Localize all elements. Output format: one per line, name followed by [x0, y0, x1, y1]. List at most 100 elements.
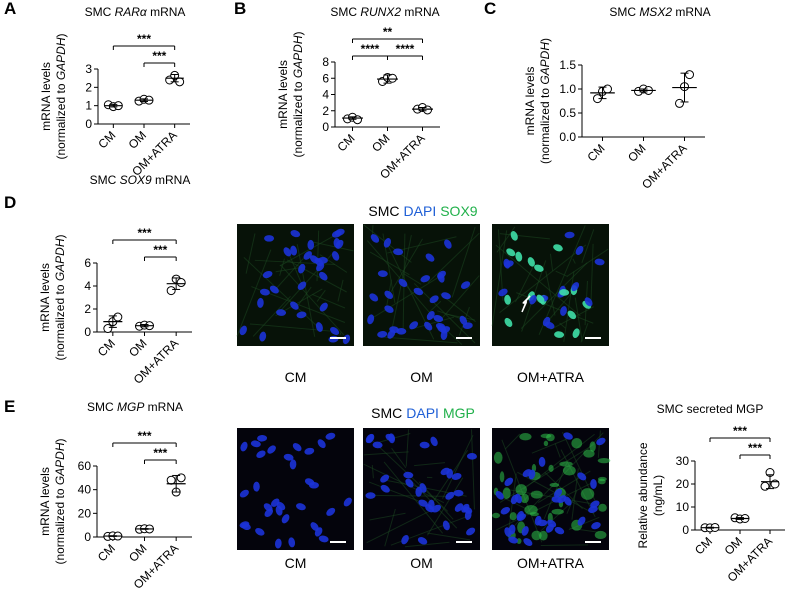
- image-title-part: SMC: [371, 405, 402, 421]
- data-point: [103, 324, 113, 334]
- nucleus: [545, 523, 554, 533]
- nucleus: [564, 231, 575, 239]
- nucleus: [310, 522, 319, 531]
- y-label: mRNA levels: [39, 62, 53, 131]
- y-label-part: (normalized to: [291, 78, 305, 157]
- nucleus: [413, 287, 424, 296]
- image-title-part: DAPI: [404, 203, 437, 219]
- y-label-part: ): [291, 31, 305, 35]
- fiber: [539, 502, 572, 532]
- nucleus: [575, 245, 584, 255]
- nucleus: [319, 271, 328, 281]
- data-point: [388, 73, 397, 83]
- x-tick-label: OM: [126, 541, 150, 565]
- chart-title: SMC RUNX2 mRNA: [330, 5, 439, 19]
- y-label-part: (normalized to: [53, 485, 67, 564]
- nucleus: [389, 326, 400, 333]
- fiber: [404, 541, 450, 548]
- nucleus: [276, 501, 286, 511]
- y-label: mRNA levels: [38, 467, 52, 536]
- stain: [571, 438, 583, 449]
- nucleus: [571, 282, 580, 292]
- significance-label: ***: [153, 446, 167, 460]
- nucleus: [384, 290, 394, 299]
- fiber: [380, 336, 458, 344]
- fiber: [566, 248, 609, 277]
- micrograph: [237, 428, 354, 550]
- nucleus: [264, 235, 275, 242]
- fiber: [383, 461, 444, 534]
- nucleus: [588, 505, 598, 513]
- fiber: [560, 449, 596, 518]
- y-tick-label: 3: [85, 62, 92, 76]
- fiber: [549, 253, 554, 271]
- nucleus: [262, 270, 273, 279]
- nucleus: [250, 440, 261, 448]
- stain: [530, 490, 543, 499]
- nucleus: [297, 281, 307, 290]
- nucleus: [401, 534, 409, 545]
- nucleus: [567, 310, 577, 320]
- nucleus: [335, 239, 344, 249]
- nucleus: [500, 506, 510, 515]
- nucleus: [264, 508, 274, 517]
- nucleus: [523, 538, 533, 547]
- significance-label: ***: [137, 32, 151, 46]
- nucleus: [283, 247, 292, 257]
- nucleus: [318, 535, 329, 543]
- stain: [594, 530, 607, 540]
- fiber: [447, 331, 463, 345]
- nucleus: [536, 294, 545, 304]
- y-tick-label: 40: [78, 483, 92, 497]
- data-point: [603, 84, 612, 94]
- stain: [519, 433, 532, 441]
- nucleus: [240, 441, 248, 452]
- y-tick-label: 0: [682, 523, 689, 537]
- title-part: SMC: [85, 5, 115, 19]
- fiber: [275, 252, 310, 290]
- fiber: [389, 235, 412, 337]
- y-tick-label: 20: [676, 477, 690, 491]
- significance-label: ***: [137, 226, 151, 240]
- nucleus: [420, 275, 431, 283]
- nucleus: [253, 481, 260, 492]
- fiber: [559, 322, 566, 329]
- stain: [516, 538, 522, 544]
- nucleus: [403, 471, 414, 479]
- title-part: mRNA: [147, 5, 186, 19]
- title-part: MSX2: [639, 5, 672, 19]
- stain: [539, 530, 548, 541]
- nucleus: [537, 519, 548, 527]
- nucleus: [504, 477, 514, 487]
- nucleus: [430, 436, 438, 447]
- nucleus: [331, 230, 342, 238]
- nucleus: [426, 311, 435, 321]
- title-part: SMC: [330, 5, 360, 19]
- nucleus: [515, 251, 523, 262]
- stain: [520, 493, 529, 504]
- significance-label: ***: [733, 424, 747, 438]
- nucleus: [445, 491, 455, 500]
- y-label-part: ): [53, 234, 67, 238]
- nucleus: [454, 503, 464, 512]
- x-tick-label: CM: [335, 131, 358, 154]
- fiber: [371, 275, 441, 319]
- y-tick-label: 10: [676, 500, 690, 514]
- y-tick-label: 4: [322, 88, 329, 102]
- fiber: [538, 225, 586, 335]
- title-part: MGP: [117, 400, 144, 414]
- fiber: [554, 443, 561, 458]
- nucleus: [366, 433, 375, 444]
- nucleus: [330, 327, 340, 335]
- nucleus: [466, 527, 476, 536]
- nucleus: [319, 302, 328, 312]
- y-label: Relative abundance: [636, 442, 650, 548]
- fiber: [405, 429, 410, 467]
- y-label: (normalized to GAPDH): [291, 31, 305, 157]
- stain: [589, 441, 596, 452]
- image-title-part: MGP: [443, 405, 475, 421]
- fiber: [499, 244, 587, 314]
- title-part: SMC secreted MGP: [657, 402, 764, 416]
- nucleus: [466, 453, 477, 460]
- nucleus: [553, 244, 563, 252]
